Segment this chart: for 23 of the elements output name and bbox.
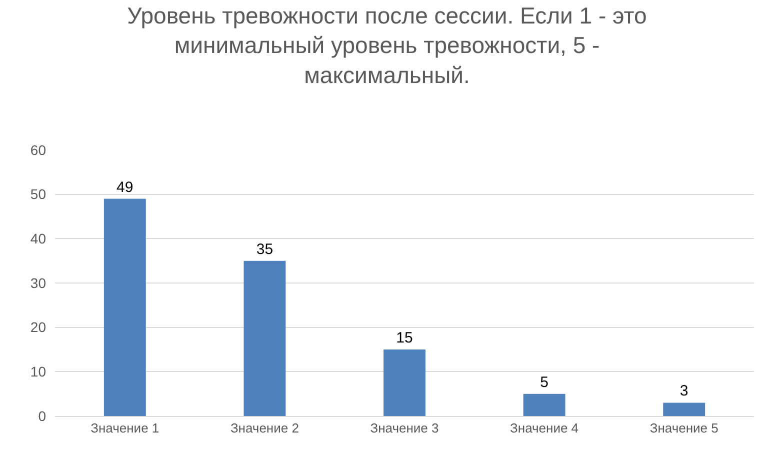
y-tick-label: 40 bbox=[30, 230, 46, 247]
bar bbox=[663, 402, 706, 416]
y-tick-label: 0 bbox=[38, 408, 46, 424]
x-tick-label: Значение 5 bbox=[650, 420, 718, 436]
data-label: 49 bbox=[116, 178, 134, 196]
x-tick-label: Значение 4 bbox=[510, 420, 579, 436]
y-tick-label: 10 bbox=[30, 364, 46, 380]
y-tick-label: 60 bbox=[30, 142, 46, 158]
bar bbox=[244, 260, 286, 416]
chart-title: Уровень тревожности после сессии. Если 1 - это минимальный уровень тревожности, 5 - максимальный. bbox=[127, 2, 647, 88]
y-tick-label: 30 bbox=[30, 274, 46, 291]
x-tick-label: Значение 2 bbox=[230, 420, 299, 436]
data-label: 35 bbox=[256, 240, 274, 258]
y-tick-label: 50 bbox=[30, 186, 46, 202]
x-tick-label: Значение 1 bbox=[90, 420, 160, 436]
data-label: 15 bbox=[396, 330, 413, 346]
x-tick-label: Значение 3 bbox=[370, 420, 439, 436]
bar bbox=[384, 350, 426, 416]
data-label: 5 bbox=[540, 374, 548, 391]
y-tick-label: 20 bbox=[30, 319, 46, 336]
data-label: 3 bbox=[680, 382, 688, 400]
bar bbox=[523, 394, 566, 416]
bar bbox=[104, 198, 146, 416]
